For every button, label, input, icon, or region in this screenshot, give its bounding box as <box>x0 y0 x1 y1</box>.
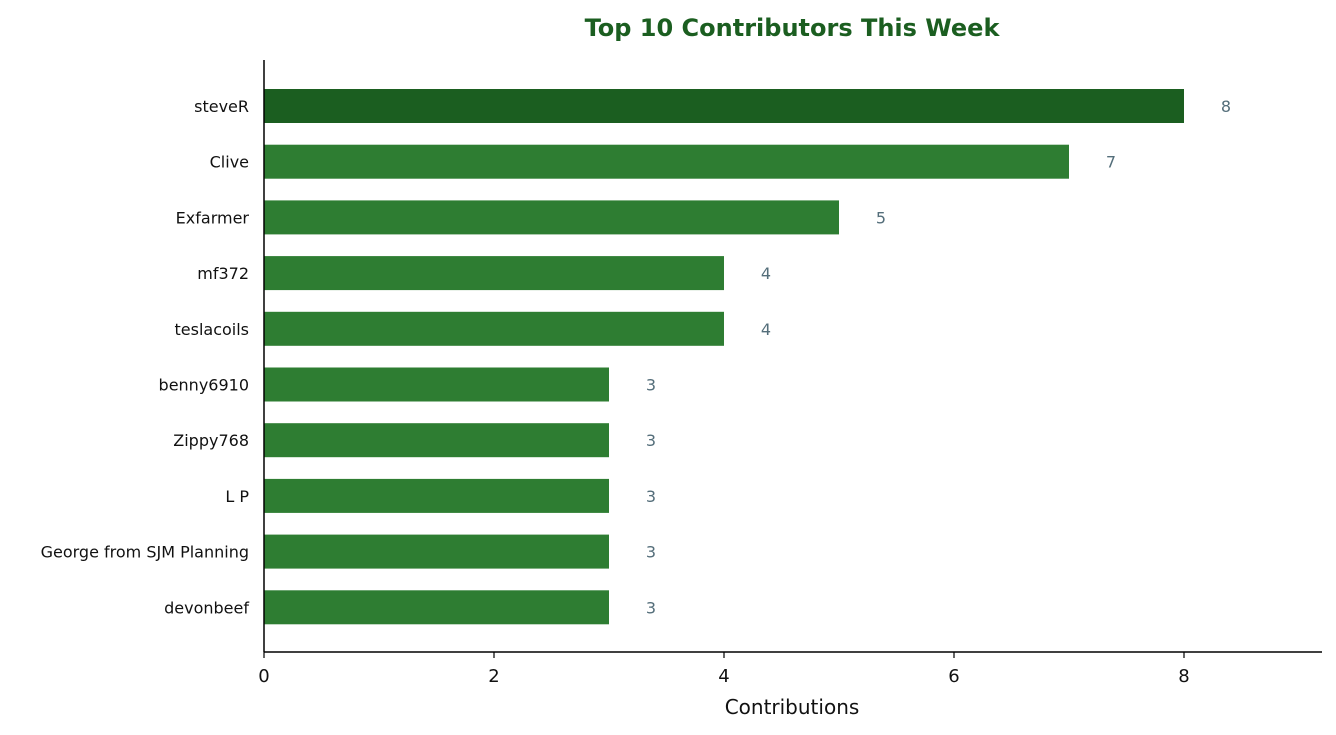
bar-7 <box>264 478 609 513</box>
bar-2 <box>264 200 839 235</box>
bar-8 <box>264 534 609 569</box>
x-tick-label: 0 <box>258 666 269 687</box>
bar-5 <box>264 367 609 402</box>
bar-0 <box>264 89 1184 123</box>
category-label: L P <box>225 487 249 506</box>
value-label: 3 <box>646 376 656 395</box>
bar-6 <box>264 423 609 458</box>
value-label: 4 <box>761 264 771 283</box>
bar-9 <box>264 590 609 625</box>
x-axis-title: Contributions <box>725 695 860 719</box>
value-label: 3 <box>646 598 656 617</box>
value-label: 7 <box>1106 153 1116 172</box>
x-tick-label: 4 <box>718 666 729 687</box>
value-label: 8 <box>1221 97 1231 116</box>
bars-group <box>264 89 1184 625</box>
category-labels: steveR Clive Exfarmer mf372 teslacoils benny6… <box>41 97 250 617</box>
category-label: benny6910 <box>159 376 249 395</box>
category-label: teslacoils <box>174 320 249 339</box>
category-label: Zippy768 <box>173 431 249 450</box>
value-labels: 8 7 5 4 4 3 3 3 3 3 <box>646 97 1231 617</box>
category-label: Clive <box>210 153 249 172</box>
category-label: George from SJM Planning <box>41 543 249 562</box>
x-tick-label: 2 <box>488 666 499 687</box>
x-tick-label: 8 <box>1178 666 1189 687</box>
x-axis-ticks: 0 2 4 6 8 <box>258 652 1190 687</box>
category-label: steveR <box>194 97 249 116</box>
category-label: devonbeef <box>164 598 249 617</box>
bar-3 <box>264 256 724 291</box>
x-tick-label: 6 <box>948 666 959 687</box>
chart-title: Top 10 Contributors This Week <box>585 14 1001 42</box>
value-label: 3 <box>646 543 656 562</box>
value-label: 4 <box>761 320 771 339</box>
category-label: mf372 <box>197 264 249 283</box>
category-label: Exfarmer <box>176 208 250 227</box>
value-label: 5 <box>876 208 886 227</box>
bar-1 <box>264 144 1069 179</box>
value-label: 3 <box>646 487 656 506</box>
bar-4 <box>264 311 724 346</box>
value-label: 3 <box>646 431 656 450</box>
